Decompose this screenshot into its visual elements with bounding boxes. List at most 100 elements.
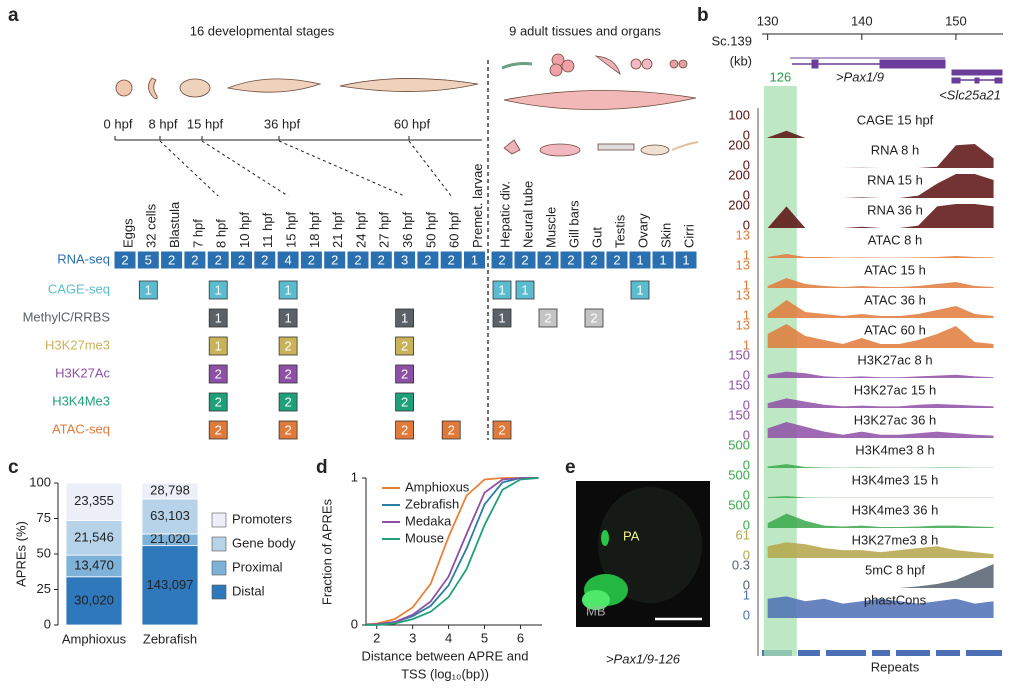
column-label: 10 hpf bbox=[237, 211, 252, 248]
legend-label: Zebrafish bbox=[405, 496, 459, 511]
image-label: MB bbox=[586, 603, 606, 618]
legend-label: Distal bbox=[232, 583, 265, 598]
track-label: RNA 8 h bbox=[871, 142, 919, 157]
assay-table: 0 hpf 8 hpf 15 hpf 36 hpf 60 hpf Eggs 32 cells… bbox=[23, 116, 698, 440]
cell-value: 1 bbox=[284, 282, 291, 297]
track-label: phastCons bbox=[864, 592, 927, 607]
cell bbox=[393, 250, 417, 270]
cell bbox=[346, 250, 370, 270]
segment-label: 13,470 bbox=[74, 557, 114, 572]
x-label: TSS (log₁₀(bp)) bbox=[401, 666, 489, 681]
track-min: 0 bbox=[743, 487, 750, 502]
connector bbox=[201, 140, 289, 197]
cell-value: 2 bbox=[401, 422, 408, 437]
cell bbox=[492, 308, 512, 328]
y-tick-label: 100 bbox=[29, 474, 51, 489]
cell-value: 1 bbox=[659, 252, 666, 267]
x-tick-label: 4 bbox=[445, 630, 452, 645]
track-min: 0 bbox=[743, 127, 750, 142]
track-max: 13 bbox=[736, 287, 750, 302]
track-label: H3K4me3 8 h bbox=[855, 442, 935, 457]
signal bbox=[767, 174, 994, 198]
y-tick-label: 50 bbox=[37, 545, 51, 560]
cell bbox=[492, 420, 512, 440]
curve bbox=[366, 477, 539, 626]
column-label: Ovary bbox=[635, 213, 650, 248]
cell-value: 2 bbox=[215, 366, 222, 381]
cell bbox=[559, 250, 583, 270]
cell-value: 2 bbox=[448, 422, 455, 437]
legend-label: Mouse bbox=[405, 530, 444, 545]
track-max: 150 bbox=[728, 347, 750, 362]
track-min: 1 bbox=[743, 247, 750, 262]
cell bbox=[515, 280, 535, 300]
cell-value: 2 bbox=[238, 252, 245, 267]
track-label: 5mC 8 hpf bbox=[865, 562, 925, 577]
track-min: 1 bbox=[743, 337, 750, 352]
track-min: 0 bbox=[743, 217, 750, 232]
cell-value: 1 bbox=[636, 252, 643, 267]
heading: 16 developmental stages bbox=[190, 23, 335, 38]
column-label: 50 hpf bbox=[423, 211, 438, 248]
signal bbox=[767, 513, 994, 528]
column-label: Muscle bbox=[543, 207, 558, 248]
cell bbox=[278, 364, 298, 384]
track-min: 0 bbox=[743, 457, 750, 472]
track-max: 100 bbox=[728, 107, 750, 122]
cell-value: 1 bbox=[215, 282, 222, 297]
column-label: 8 hpf bbox=[214, 219, 229, 248]
signal bbox=[767, 398, 994, 408]
signal bbox=[767, 422, 994, 438]
column-label: Gut bbox=[589, 227, 604, 248]
cell bbox=[605, 250, 629, 270]
signal bbox=[767, 278, 994, 288]
cell-value: 2 bbox=[168, 252, 175, 267]
legend-swatch bbox=[211, 560, 227, 576]
track-max: 13 bbox=[736, 317, 750, 332]
track-label: RNA 36 h bbox=[867, 202, 923, 217]
signal bbox=[767, 542, 994, 558]
track-max: 13 bbox=[736, 257, 750, 272]
bar-segment bbox=[65, 482, 123, 521]
cell-value: 2 bbox=[544, 252, 551, 267]
cell-value: 5 bbox=[145, 252, 152, 267]
column-label: Neural tube bbox=[520, 181, 535, 248]
track-label: ATAC 60 h bbox=[864, 322, 926, 337]
cell-value: 2 bbox=[401, 338, 408, 353]
y-tick-label: 75 bbox=[37, 510, 51, 525]
legend-label: Promoters bbox=[232, 511, 292, 526]
track-min: 0 bbox=[743, 547, 750, 562]
cell bbox=[160, 250, 184, 270]
cell bbox=[582, 250, 606, 270]
panel-letter: c bbox=[8, 457, 19, 478]
legend-label: Medaka bbox=[405, 513, 452, 528]
y-tick-label: 0 bbox=[351, 616, 358, 631]
segment-label: 21,020 bbox=[150, 531, 190, 546]
track-min: 0 bbox=[743, 427, 750, 442]
track-label: H3K27ac 36 h bbox=[854, 412, 936, 427]
y-label: Fraction of APREs bbox=[319, 498, 334, 605]
cell-value: 2 bbox=[590, 310, 597, 325]
y-tick-label: 25 bbox=[37, 581, 51, 596]
track-label: ATAC 8 h bbox=[868, 232, 922, 247]
cell bbox=[651, 250, 675, 270]
y-tick-label: 0 bbox=[44, 616, 51, 631]
cell-value: 1 bbox=[682, 252, 689, 267]
cell-value: 2 bbox=[284, 422, 291, 437]
cell-value: 2 bbox=[191, 252, 198, 267]
cell-value: 2 bbox=[354, 252, 361, 267]
cell-value: 1 bbox=[498, 310, 505, 325]
signal bbox=[767, 204, 994, 228]
row-label: RNA-seq bbox=[57, 251, 110, 266]
legend-swatch bbox=[211, 536, 227, 552]
cell bbox=[183, 250, 207, 270]
cell bbox=[208, 308, 228, 328]
track-max: 13 bbox=[736, 227, 750, 242]
timeline-label: 0 hpf bbox=[104, 116, 133, 131]
bar-segment bbox=[141, 545, 199, 626]
column-label: Blastula bbox=[167, 201, 182, 248]
image-label: PA bbox=[623, 528, 640, 543]
legend-label: Proximal bbox=[232, 559, 283, 574]
cell bbox=[323, 250, 347, 270]
